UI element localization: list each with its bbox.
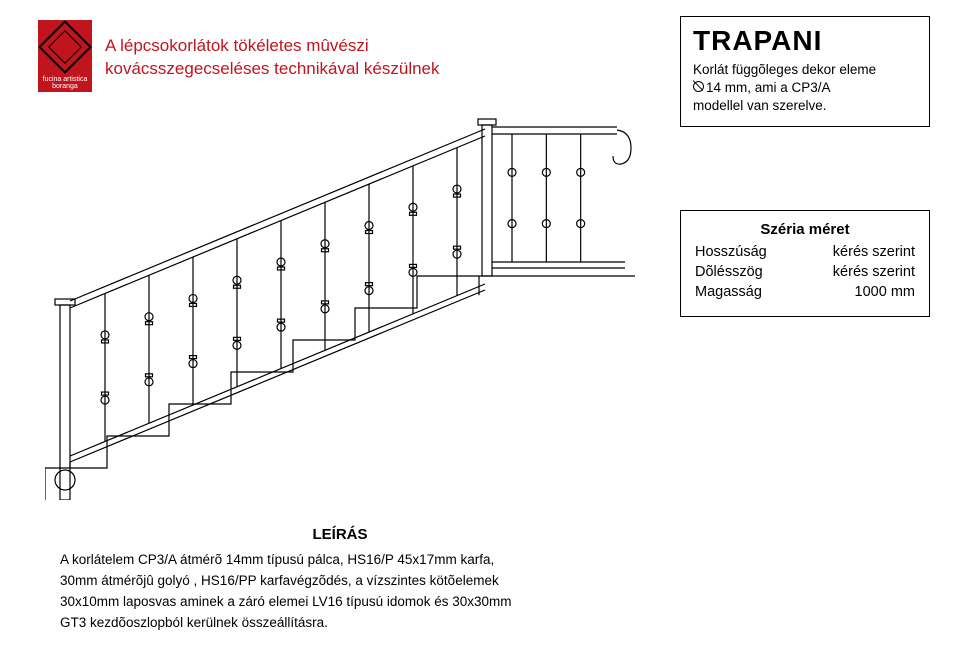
product-title: TRAPANI xyxy=(693,25,917,57)
spec-row: Dõlésszög kérés szerint xyxy=(695,264,915,280)
spec-label: Dõlésszög xyxy=(695,264,763,280)
description-line: 30x10mm laposvas aminek a záró elemei LV… xyxy=(60,592,620,613)
spec-box: Széria méret Hosszúság kérés szerint Dõl… xyxy=(680,210,930,317)
description-line: A korlátelem CP3/A átmérõ 14mm típusú pá… xyxy=(60,550,620,571)
title-description: Korlát függõleges dekor eleme 14 mm, ami… xyxy=(693,61,917,116)
tagline: A lépcsokorlátok tökéletes mûvészi kovác… xyxy=(105,35,440,81)
spec-row: Hosszúság kérés szerint xyxy=(695,244,915,260)
description-block: LEÍRÁS A korlátelem CP3/A átmérõ 14mm tí… xyxy=(60,523,620,634)
spec-label: Hosszúság xyxy=(695,244,767,260)
diameter-icon xyxy=(693,81,704,92)
spec-value: 1000 mm xyxy=(855,284,915,300)
spec-value: kérés szerint xyxy=(833,264,915,280)
description-heading: LEÍRÁS xyxy=(60,523,620,546)
logo-mark xyxy=(38,20,92,74)
tagline-line1: A lépcsokorlátok tökéletes mûvészi xyxy=(105,36,369,55)
spec-label: Magasság xyxy=(695,284,762,300)
tagline-line2: kovácsszegecseléses technikával készülne… xyxy=(105,59,440,78)
railing-diagram xyxy=(45,105,635,500)
spec-title: Széria méret xyxy=(695,221,915,238)
description-line: GT3 kezdõoszlopból kerülnek összeállítás… xyxy=(60,613,620,634)
spec-row: Magasság 1000 mm xyxy=(695,284,915,300)
logo-caption: fucina artistica boranga xyxy=(38,74,92,92)
spec-value: kérés szerint xyxy=(833,244,915,260)
brand-logo: fucina artistica boranga xyxy=(38,20,92,92)
description-line: 30mm átmérõjû golyó , HS16/PP karfavégzõ… xyxy=(60,571,620,592)
title-box: TRAPANI Korlát függõleges dekor eleme 14… xyxy=(680,16,930,127)
